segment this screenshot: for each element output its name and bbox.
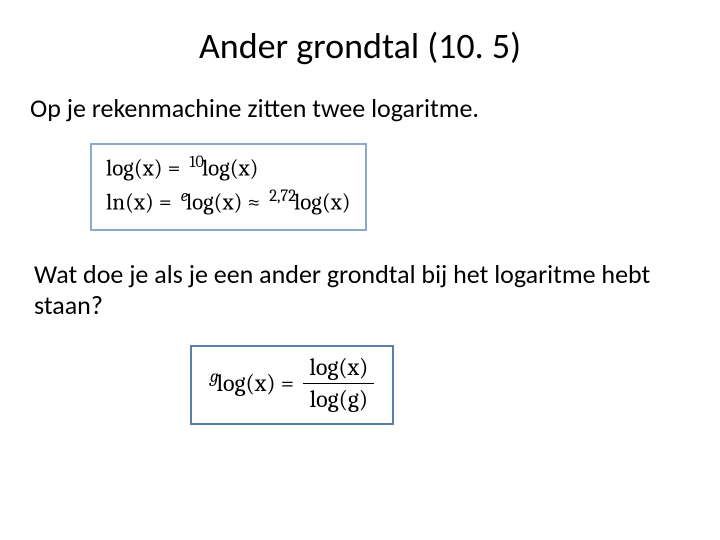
formula-rhs: log(x): [294, 188, 351, 215]
equals-sign: =: [168, 154, 186, 181]
formula-approx-sup: 2,72: [269, 187, 296, 206]
slide-content: Ander grondtal (10. 5) Op je rekenmachin…: [0, 0, 720, 477]
equals-sign: =: [159, 188, 177, 215]
formula-change-of-base: glog(x) = log(x) log(g): [206, 353, 378, 414]
formula-mid: log(x): [186, 188, 243, 215]
fraction-denominator: log(g): [303, 384, 374, 414]
formula-lhs: ln(x): [106, 188, 154, 215]
formula-box-change-of-base: glog(x) = log(x) log(g): [190, 345, 394, 426]
question-text: Wat doe je als je een ander grondtal bij…: [34, 259, 690, 321]
formula-line-1: log(x) = 10log(x): [106, 151, 351, 185]
approx-sign: ≈: [247, 188, 265, 215]
formula-box-log-definitions: log(x) = 10log(x) ln(x) = elog(x) ≈ 2,72…: [90, 143, 367, 231]
formula-line-2: ln(x) = elog(x) ≈ 2,72log(x): [106, 185, 351, 219]
slide-title: Ander grondtal (10. 5): [30, 24, 690, 68]
equals-sign: =: [281, 369, 294, 397]
formula-rhs: log(x): [202, 154, 259, 181]
fraction: log(x) log(g): [303, 353, 374, 414]
formula-lhs: log(x): [106, 154, 163, 181]
formula-lhs: log(x): [217, 369, 276, 397]
fraction-numerator: log(x): [303, 353, 374, 384]
intro-text: Op je rekenmachine zitten twee logaritme…: [30, 92, 690, 125]
